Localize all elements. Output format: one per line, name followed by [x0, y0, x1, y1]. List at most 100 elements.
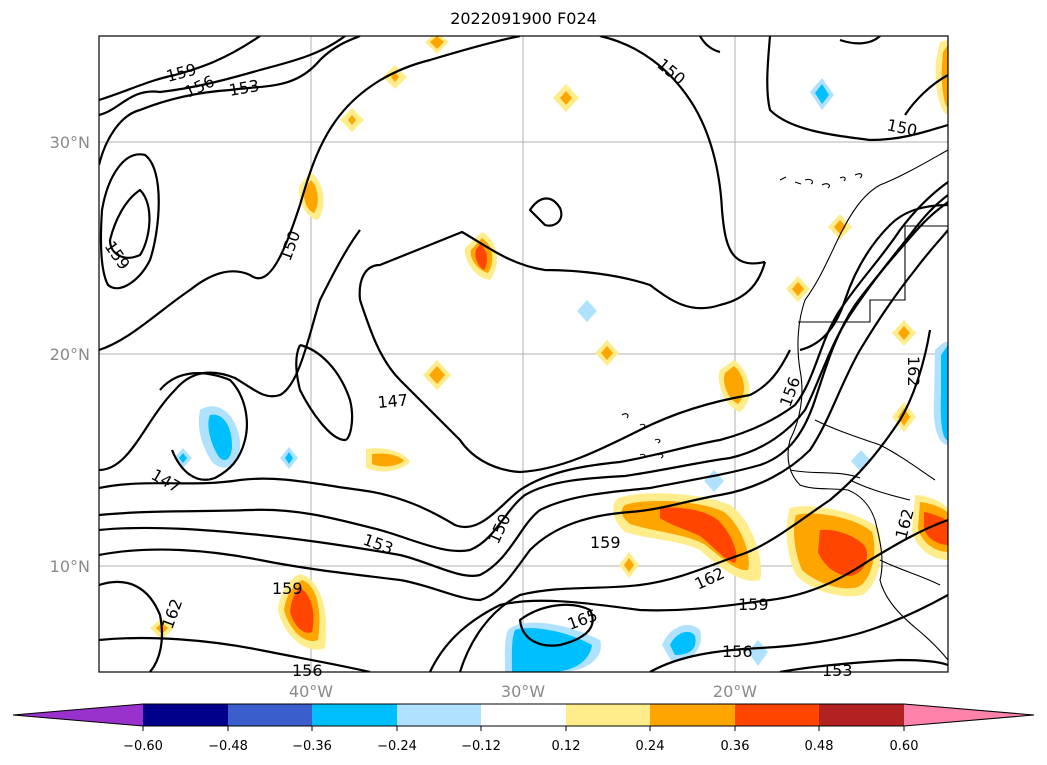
contour-153-mid: [99, 194, 948, 553]
shade-blue-b3: [748, 640, 768, 666]
islands-capeverde: [621, 413, 664, 459]
shade-or-dot-ac: [391, 72, 399, 82]
lat-tick-labels: 30°N 20°N 10°N: [50, 133, 90, 576]
contour-156-nw: [99, 36, 346, 117]
map-title: 2022091900 F024: [450, 9, 597, 28]
shade-blue-top-core: [815, 84, 829, 104]
shade-or-jc: [898, 326, 910, 340]
colorbar-segment: [312, 704, 397, 726]
shade-or-hc: [834, 220, 846, 234]
shade-or-swathr: [660, 507, 737, 563]
shade-or-top1c: [430, 36, 444, 49]
border-1: [798, 225, 948, 323]
contour-150-ne: [599, 36, 766, 265]
contour-label: 147: [377, 390, 409, 412]
contour-label: 156: [292, 661, 323, 680]
border-2: [814, 419, 936, 481]
colorbar-label: −0.12: [461, 739, 501, 754]
shade-or-er: [475, 244, 488, 270]
shade-or-dot-bc: [348, 115, 356, 125]
contour-159-w: [108, 188, 151, 259]
shade-blue-east-core: [940, 345, 948, 440]
shade-blue-dot2-core: [285, 452, 293, 464]
contour-150-ne2: [766, 36, 948, 142]
contour-150-w: [99, 36, 521, 352]
shade-or-gc: [601, 346, 613, 360]
lon-label-20w: 20°W: [713, 682, 757, 701]
colorbar-segment: [566, 704, 650, 726]
shade-or-pc: [624, 558, 634, 572]
contour-159-mid: [99, 229, 948, 602]
shade-blue-west-core: [208, 414, 232, 461]
contour-153-s: [779, 658, 948, 672]
colorbar-label: −0.24: [377, 739, 417, 754]
contour-150-main: [99, 229, 361, 472]
contour-147-c: [295, 343, 354, 442]
colorbar-label: 0.48: [805, 739, 834, 754]
contour-label: 153: [822, 661, 853, 680]
border-3: [849, 479, 911, 501]
contour-156-mid: [99, 201, 948, 577]
colorbar-segment: [819, 704, 904, 726]
contour-147: [358, 230, 767, 310]
lon-label-30w: 30°W: [501, 682, 545, 701]
shade-blue-b2-core: [670, 631, 696, 655]
shade-or-fc: [429, 366, 445, 384]
contour-162-s: [458, 329, 932, 672]
colorbar-extend-right: [904, 704, 1034, 726]
gridlines: [99, 36, 948, 672]
islands-canary: [779, 173, 863, 189]
lat-label-10n: 10°N: [50, 557, 90, 576]
colorbar-label: 0.12: [552, 739, 581, 754]
contour-153-nw: [99, 36, 361, 166]
lon-tick-labels: 40°W 30°W 20°W: [289, 682, 757, 701]
colorbar-segment: [143, 704, 228, 726]
colorbar-label: −0.36: [292, 739, 332, 754]
shade-or-swathc: [621, 500, 749, 571]
map-frame: [98, 35, 949, 673]
colorbar-segment: [228, 704, 312, 726]
colorbar-label: 0.60: [890, 739, 919, 754]
shade-or-ic: [792, 282, 804, 296]
contour-small1: [528, 197, 563, 227]
shade-or-east2r: [924, 512, 948, 545]
contour-162-sw: [99, 580, 164, 672]
colorbar: −0.60 −0.48 −0.36 −0.24 −0.12 0.12 0.24 …: [12, 703, 1035, 754]
contour-159-s: [429, 518, 948, 672]
colorbar-label: −0.48: [208, 739, 248, 754]
contour-159-nw: [99, 36, 261, 102]
colorbar-segment: [481, 704, 566, 726]
contour-147-b: [159, 372, 248, 481]
contour-label: 159: [272, 579, 303, 598]
lat-label-30n: 30°N: [50, 133, 90, 152]
colorbar-segment: [650, 704, 735, 726]
contour-label: 162: [904, 356, 923, 387]
contour-top2: [839, 36, 881, 45]
border-4: [789, 469, 861, 479]
shade-or-rr: [290, 588, 314, 633]
contour-label: 159: [738, 595, 769, 614]
lat-label-20n: 20°N: [50, 345, 90, 364]
contour-156-w: [99, 153, 160, 290]
shade-or-dot-cc: [560, 91, 572, 105]
shade-blue-dot3: [577, 300, 597, 322]
shade-or-mc: [372, 453, 404, 467]
contour-label: 159: [590, 533, 621, 552]
contour-lines: [99, 36, 948, 672]
contour-156-s2: [649, 594, 948, 672]
shade-blue-dot1-core: [179, 453, 187, 463]
shade-or-lc: [724, 366, 744, 404]
border-5: [879, 559, 941, 586]
contour-small2: [799, 203, 948, 352]
coastlines: [621, 149, 948, 661]
contour-top1: [699, 36, 721, 54]
colorbar-ticks: [142, 726, 905, 731]
colorbar-segment: [397, 704, 481, 726]
contour-150-ne3: [904, 74, 948, 116]
colorbar-segment: [735, 704, 819, 726]
colorbar-label: −0.60: [123, 739, 163, 754]
contour-150-loop: [358, 299, 791, 474]
contour-label: 156: [722, 642, 753, 661]
colorbar-extend-left: [13, 704, 143, 726]
